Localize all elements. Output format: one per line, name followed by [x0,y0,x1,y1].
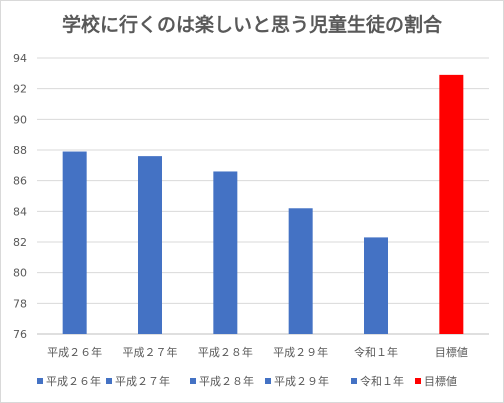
legend-swatch [190,378,196,384]
bars [62,74,464,334]
gridlines [37,57,489,335]
legend-label: 平成２９年 [274,374,329,388]
bar-6 [439,74,464,334]
legend-label: 平成２８年 [199,374,254,388]
x-category-label: 平成２６年 [47,345,102,359]
y-tick-label: 92 [13,83,27,96]
x-axis-labels: 平成２６年 平成２７年 平成２８年 平成２９年 令和１年 目標値 [47,345,468,359]
bar-2 [138,156,162,334]
y-tick-label: 80 [13,267,27,280]
bar-5 [364,237,388,334]
y-tick-label: 78 [13,297,27,310]
legend-swatch [37,378,43,384]
legend-swatch [106,378,112,384]
legend-label: 目標値 [424,374,457,388]
x-category-label: 平成２９年 [273,345,328,359]
y-tick-label: 76 [13,328,27,341]
chart-title: 学校に行くのは楽しいと思う児童生徒の割合 [62,13,443,36]
bar-3 [213,171,238,334]
y-tick-label: 90 [13,113,27,126]
legend-swatch [415,378,421,384]
y-tick-label: 84 [13,205,27,218]
y-tick-label: 82 [13,236,27,249]
legend-label: 平成２６年 [46,374,101,388]
legend-label: 令和１年 [360,374,404,388]
y-tick-label: 86 [13,175,27,188]
bar-4 [288,208,313,334]
y-tick-label: 88 [13,144,27,157]
legend-label: 平成２７年 [115,374,170,388]
y-axis-ticks: 76 78 80 82 84 86 88 90 92 94 [13,52,27,341]
legend: 平成２６年 平成２７年 平成２８年 平成２９年 令和１年 目標値 [37,374,457,388]
x-category-label: 平成２７年 [123,345,178,359]
x-category-label: 目標値 [435,345,468,359]
bar-1 [62,151,87,334]
x-category-label: 平成２８年 [198,345,253,359]
x-category-label: 令和１年 [354,345,398,359]
legend-swatch [265,378,271,384]
y-tick-label: 94 [13,52,27,65]
legend-swatch [351,378,357,384]
